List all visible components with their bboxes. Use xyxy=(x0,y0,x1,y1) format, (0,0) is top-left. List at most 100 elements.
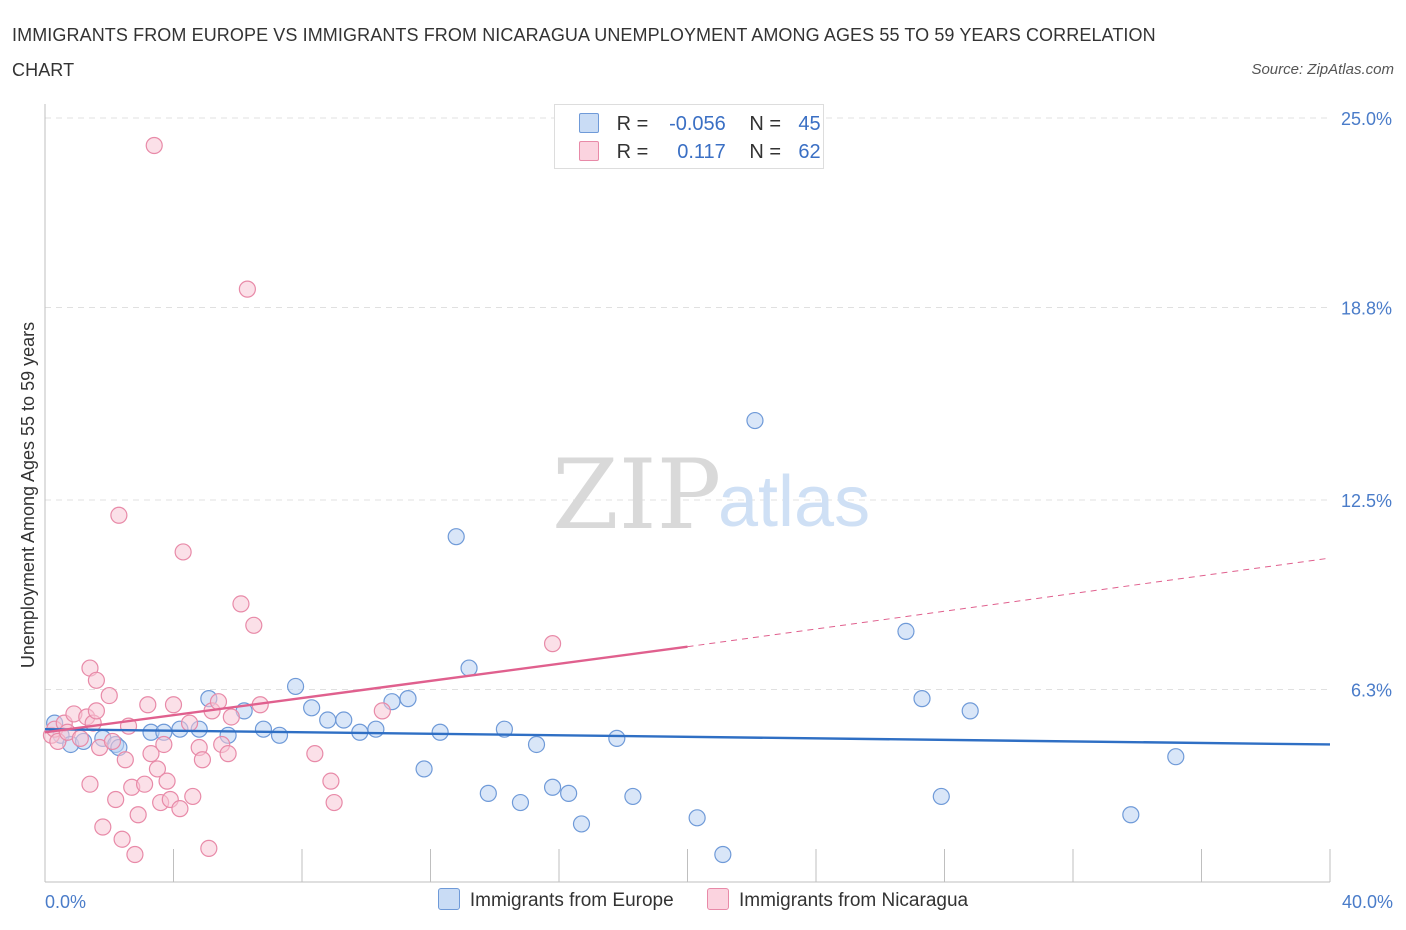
europe-point xyxy=(286,677,305,696)
europe-point xyxy=(1167,748,1185,766)
legend-n-label: N = xyxy=(749,113,782,135)
correlation-legend: R = -0.056 N = 45 R = 0.117 N = 62 xyxy=(554,104,824,169)
nicaragua-point xyxy=(174,543,192,561)
legend-swatch-europe xyxy=(579,113,599,133)
legend-swatch-nicaragua xyxy=(579,141,599,161)
nicaragua-point xyxy=(135,775,154,793)
legend-r-value: -0.056 xyxy=(669,113,726,135)
nicaragua-point xyxy=(193,751,212,769)
nicaragua-point xyxy=(155,735,173,754)
europe-point xyxy=(319,711,337,729)
series-swatch-nicaragua xyxy=(706,888,729,910)
legend-r-label: R = xyxy=(616,113,649,135)
europe-point xyxy=(746,411,764,430)
chart-source: Source: ZipAtlas.com xyxy=(1251,61,1394,78)
europe-point xyxy=(572,815,591,833)
europe-point xyxy=(624,787,642,806)
nicaragua-point xyxy=(100,686,118,705)
europe-point xyxy=(543,778,562,796)
nicaragua-point xyxy=(322,772,340,790)
series-swatch-europe xyxy=(437,888,460,910)
nicaragua-point xyxy=(81,775,99,793)
nicaragua-point xyxy=(171,800,189,818)
nicaragua-point xyxy=(94,818,112,836)
watermark-atlas: atlas xyxy=(718,462,870,542)
watermark: ZIP atlas xyxy=(552,439,870,551)
nicaragua-trend-line xyxy=(44,645,688,734)
europe-point xyxy=(303,699,321,717)
y-tick-label: 25.0% xyxy=(1341,109,1392,129)
europe-point xyxy=(479,784,497,802)
nicaragua-point xyxy=(145,136,163,155)
europe-point xyxy=(714,845,732,864)
europe-trend-line xyxy=(44,728,1331,746)
y-axis-label: Unemployment Among Ages 55 to 59 years xyxy=(18,322,38,668)
y-tick-label: 12.5% xyxy=(1341,491,1392,511)
nicaragua-point xyxy=(110,506,128,524)
europe-point xyxy=(527,735,546,754)
nicaragua-point xyxy=(373,702,391,720)
nicaragua-point xyxy=(113,830,131,848)
nicaragua-point xyxy=(238,280,256,298)
nicaragua-point xyxy=(139,696,157,714)
europe-point xyxy=(495,720,513,738)
europe-point xyxy=(254,720,273,738)
nicaragua-point xyxy=(184,787,202,806)
axis-layer xyxy=(44,104,1331,883)
y-tick-label: 18.8% xyxy=(1341,298,1392,318)
nicaragua-point xyxy=(142,745,160,763)
trend-layer xyxy=(44,557,1331,746)
nicaragua-point xyxy=(87,671,106,689)
nicaragua-point xyxy=(129,806,147,824)
nicaragua-point xyxy=(71,729,89,747)
europe-point xyxy=(415,760,433,778)
nicaragua-point xyxy=(87,702,106,720)
nicaragua-point xyxy=(232,595,250,613)
nicaragua-point xyxy=(306,745,324,763)
nicaragua-point xyxy=(103,732,122,751)
nicaragua-point xyxy=(543,635,562,653)
series-label-nicaragua: Immigrants from Nicaragua xyxy=(738,890,969,911)
watermark-zip: ZIP xyxy=(552,439,721,551)
legend-n-value: 45 xyxy=(798,113,821,135)
europe-point xyxy=(608,729,626,747)
europe-point xyxy=(932,787,950,806)
europe-point xyxy=(1122,806,1140,824)
europe-point xyxy=(961,702,979,720)
nicaragua-point xyxy=(126,845,144,864)
tick-labels: 6.3% 12.5% 18.8% 25.0% 0.0% 40.0% xyxy=(45,109,1393,912)
series-legend-nicaragua[interactable]: Immigrants from Nicaragua xyxy=(706,888,969,912)
nicaragua-point xyxy=(107,790,125,809)
nicaragua-point xyxy=(245,616,263,634)
series-legend-europe[interactable]: Immigrants from Europe xyxy=(437,888,674,912)
series-label-europe: Immigrants from Europe xyxy=(469,890,674,911)
nicaragua-trend-line xyxy=(687,557,1331,648)
europe-point xyxy=(367,720,385,738)
europe-point xyxy=(270,726,289,744)
europe-point xyxy=(913,690,931,708)
nicaragua-point xyxy=(200,839,218,857)
europe-point xyxy=(560,784,578,802)
x-tick-label: 40.0% xyxy=(1342,892,1393,912)
nicaragua-point xyxy=(148,760,167,778)
legend-row-europe: R = -0.056 N = 45 xyxy=(579,113,821,139)
europe-point xyxy=(897,622,915,641)
nicaragua-point xyxy=(222,708,240,726)
europe-point xyxy=(431,723,449,741)
nicaragua-point xyxy=(116,751,134,769)
europe-point xyxy=(511,793,530,812)
nicaragua-point xyxy=(325,793,343,812)
europe-point xyxy=(399,690,417,708)
chart-title: IMMIGRANTS FROM EUROPE VS IMMIGRANTS FRO… xyxy=(12,25,1156,80)
series-legend: Immigrants from Europe Immigrants from N… xyxy=(0,888,1406,912)
legend-r-label: R = xyxy=(616,141,649,163)
europe-point xyxy=(335,711,353,729)
europe-point xyxy=(460,659,478,677)
europe-point xyxy=(447,528,465,546)
nicaragua-point xyxy=(180,714,199,732)
legend-n-value: 62 xyxy=(798,141,821,163)
x-tick-label: 0.0% xyxy=(45,892,86,912)
europe-point xyxy=(688,809,706,827)
nicaragua-point xyxy=(164,696,183,714)
